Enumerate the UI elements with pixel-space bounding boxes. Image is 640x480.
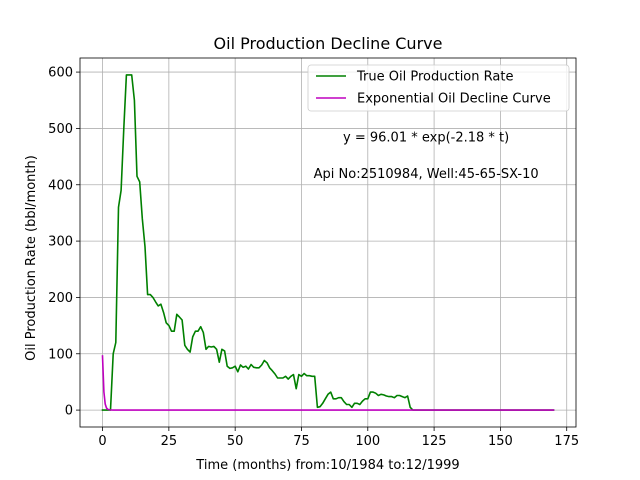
annotations: y = 96.01 * exp(-2.18 * t) Api No:2510984… [314, 130, 539, 182]
series-line-2 [101, 355, 555, 411]
annotation-1: y = 96.01 * exp(-2.18 * t) [343, 130, 509, 145]
x-tick-label: 125 [422, 434, 447, 449]
x-tick-label: 150 [488, 434, 513, 449]
chart-title: Oil Production Decline Curve [214, 34, 443, 53]
legend-label-1: True Oil Production Rate [356, 70, 513, 85]
axes-frame [79, 57, 577, 428]
series-line-1 [101, 74, 555, 411]
x-tick-label: 50 [227, 434, 244, 449]
annotation-2: Api No:2510984, Well:45-65-SX-10 [314, 167, 539, 182]
y-tick-label: 400 [48, 178, 73, 193]
y-tick-label: 0 [65, 404, 73, 419]
y-tick-label: 300 [48, 235, 73, 250]
ticks: 0 25 50 75 100 125 150 175 0 100 200 300 400 500 600 [48, 66, 579, 449]
y-tick-label: 200 [48, 291, 73, 306]
x-tick-label: 25 [161, 434, 178, 449]
series-layer [101, 74, 555, 411]
x-axis-label: Time (months) from:10/1984 to:12/1999 [195, 458, 459, 473]
legend-label-2: Exponential Oil Decline Curve [357, 92, 551, 107]
x-tick-label: 100 [355, 434, 380, 449]
x-tick-label: 0 [98, 434, 106, 449]
legend: True Oil Production Rate Exponential Oil … [307, 64, 570, 112]
y-tick-label: 600 [48, 66, 73, 81]
x-tick-label: 175 [554, 434, 579, 449]
legend-box [307, 64, 570, 112]
y-axis-label: Oil Production Rate (bbl/month) [24, 155, 39, 361]
x-tick-label: 75 [293, 434, 310, 449]
y-tick-label: 100 [48, 347, 73, 362]
y-tick-label: 500 [48, 122, 73, 137]
